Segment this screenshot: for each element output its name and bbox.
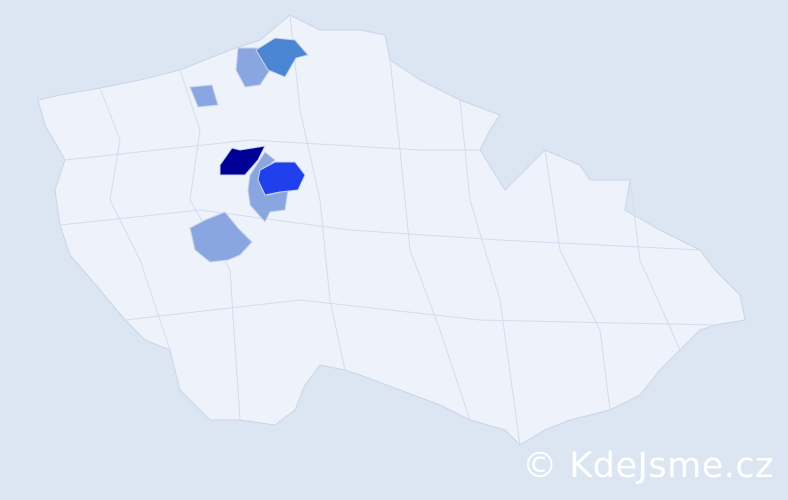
district-high[interactable] bbox=[257, 161, 306, 196]
district-borders bbox=[59, 14, 716, 446]
district-low-1[interactable] bbox=[247, 151, 289, 223]
district-max[interactable] bbox=[219, 145, 266, 176]
district-low-3[interactable] bbox=[189, 84, 219, 108]
district-low-2[interactable] bbox=[189, 211, 253, 263]
country-outline bbox=[37, 14, 746, 446]
district-mid[interactable] bbox=[255, 37, 309, 78]
watermark-logo: © KdeJsme.cz bbox=[522, 446, 774, 486]
